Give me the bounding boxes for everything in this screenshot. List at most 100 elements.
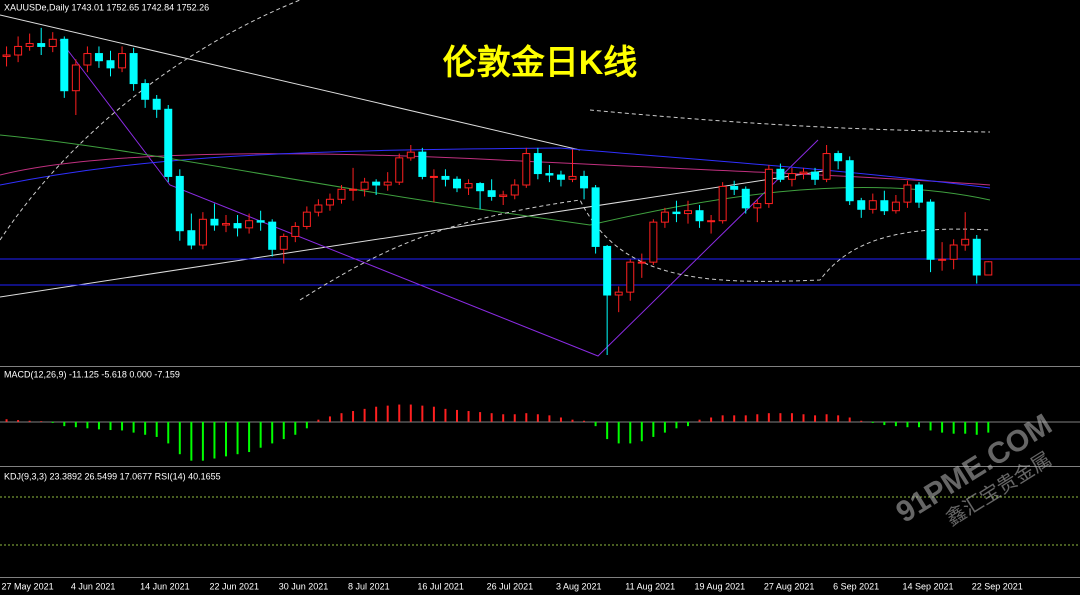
x-tick-label: 22 Sep 2021 [972,581,1023,591]
x-tick-label: 26 Jul 2021 [487,581,534,591]
trend-line [0,14,581,151]
x-tick-label: 19 Aug 2021 [695,581,746,591]
x-tick-label: 3 Aug 2021 [556,581,602,591]
candle-body [672,211,681,215]
candle-body [695,210,704,222]
moving-average [0,134,991,226]
candle-body [406,151,415,159]
x-tick-label: 27 May 2021 [2,581,54,591]
candle-body [857,200,866,210]
candle-body [395,157,404,183]
candle-body [822,153,831,180]
candle-body [464,183,473,189]
x-tick-label: 30 Jun 2021 [279,581,329,591]
candle-body [279,235,288,250]
x-tick-label: 14 Jun 2021 [140,581,190,591]
candle-body [245,220,254,229]
candle-body [580,175,589,189]
candle-body [915,184,923,203]
x-tick-label: 27 Aug 2021 [764,581,815,591]
candle-body [707,220,716,223]
candle-body [164,108,173,177]
candle-body [233,223,242,229]
candle-body [799,171,808,175]
candle-body [118,53,127,69]
candle-body [106,60,115,69]
candle-body [372,181,381,186]
chart-header: XAUUSDe,Daily 1743.01 1752.65 1742.84 17… [4,2,209,12]
candle-body [533,153,542,175]
candle-body [291,225,300,237]
candle-body [37,43,46,47]
candle-body [926,201,935,260]
candle-body [198,218,207,246]
candle-body [14,45,23,56]
candle-body [938,258,947,261]
candle-body [741,188,750,209]
candle-body [268,221,277,250]
candle-body [718,185,727,222]
zigzag [59,39,819,357]
x-tick-label: 6 Sep 2021 [833,581,879,591]
candle-body [302,211,311,227]
candle-body [753,203,762,209]
candle-body [776,168,785,180]
candle-body [383,181,392,186]
x-tick-label: 16 Jul 2021 [417,581,464,591]
candle-body [510,184,519,196]
candle-body [522,153,531,186]
candle-body [880,200,889,212]
candle-body [129,53,138,85]
candle-body [891,201,900,212]
candle-body [60,38,69,92]
candle-body [868,200,877,210]
candle-body [94,53,103,62]
candle-body [949,244,958,260]
x-tick-label: 4 Jun 2021 [71,581,116,591]
candle-body [903,184,912,203]
candle-body [499,194,508,197]
candle-body [476,183,485,192]
candle-body [834,153,843,162]
candle-body [175,175,184,232]
candle-body [591,187,600,247]
trend-line [0,169,831,298]
candle-body [637,261,646,264]
candle-body [418,151,427,177]
candle-body [25,43,34,47]
candle-body [845,160,854,202]
candle-body [660,211,669,223]
candle-body [360,181,369,190]
candle-body [626,261,635,293]
candle-body [984,261,993,276]
chart-title: 伦敦金日K线 [443,43,638,82]
candle-body [603,245,612,296]
candle-body [556,174,565,180]
candle-body [429,175,438,178]
macd-label: MACD(12,26,9) -11.125 -5.618 0.000 -7.15… [4,369,180,379]
candle-body [349,188,358,191]
candle-body [152,98,161,110]
candle-body [614,291,623,296]
candle-body [487,190,496,197]
candle-body [730,185,739,190]
candle-body [141,83,150,100]
candle-body [337,188,346,200]
x-tick-label: 22 Jun 2021 [209,581,259,591]
candle-body [256,220,265,223]
candle-body [48,38,57,47]
x-tick-label: 11 Aug 2021 [625,581,675,591]
x-tick-label: 8 Jul 2021 [348,581,390,591]
candle-body [649,221,658,263]
kdj-label: KDJ(9,3,3) 23.3892 26.5499 17.0677 RSI(1… [4,471,221,481]
candle-body [568,175,577,180]
candle-body [83,53,92,66]
candle-body [684,210,692,215]
candle-body [71,64,80,92]
candle-body [222,223,230,226]
candle-body [961,238,970,246]
moving-average [0,147,991,189]
candle-body [314,204,323,213]
